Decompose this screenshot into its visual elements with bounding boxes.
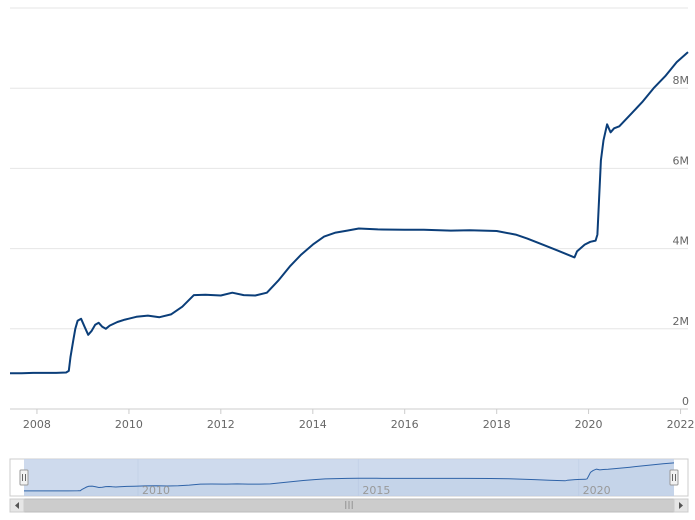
arrow-right-icon <box>679 502 683 509</box>
x-tick-label: 2016 <box>391 418 419 431</box>
x-tick-label: 2012 <box>207 418 235 431</box>
navigator-right-handle[interactable] <box>669 469 679 486</box>
x-tick-label: 2022 <box>667 418 695 431</box>
navigator[interactable]: 2010 2015 2020 <box>9 458 689 497</box>
navigator-series-line <box>24 462 675 492</box>
series-line <box>10 51 689 375</box>
y-tick-label: 4M <box>673 235 690 248</box>
navigator-left-handle[interactable] <box>19 469 29 486</box>
scrollbar-grip-icon: III <box>344 499 354 512</box>
y-tick-label: 2M <box>673 315 690 328</box>
navigator-selected-range[interactable] <box>24 459 674 496</box>
y-tick-label: 0 <box>682 395 689 408</box>
handle-grip[interactable] <box>19 469 29 486</box>
scrollbar-left-arrow[interactable] <box>9 498 25 513</box>
x-tick-label: 2020 <box>575 418 603 431</box>
y-tick-label: 6M <box>673 154 690 167</box>
handle-grip[interactable] <box>669 469 679 486</box>
navigator-label: 2020 <box>583 484 611 497</box>
x-tick-label: 2010 <box>115 418 143 431</box>
x-tick-label: 2014 <box>299 418 327 431</box>
x-tick-label: 2018 <box>483 418 511 431</box>
y-axis-tick-labels: 0 2M 4M 6M 8M <box>673 74 690 408</box>
grid-lines <box>10 7 688 330</box>
navigator-label: 2010 <box>142 484 170 497</box>
navigator-series-area <box>24 462 674 496</box>
y-tick-label: 8M <box>673 74 690 87</box>
navigator-labels: 2010 2015 2020 <box>142 484 611 497</box>
scrollbar-right-arrow[interactable] <box>673 498 689 513</box>
x-tick-label: 2008 <box>23 418 51 431</box>
x-axis-tick-labels: 2008 2010 2012 2014 2016 2018 2020 2022 <box>23 409 695 431</box>
scrollbar[interactable]: III <box>9 498 689 513</box>
navigator-label: 2015 <box>362 484 390 497</box>
arrow-left-icon <box>15 502 19 509</box>
